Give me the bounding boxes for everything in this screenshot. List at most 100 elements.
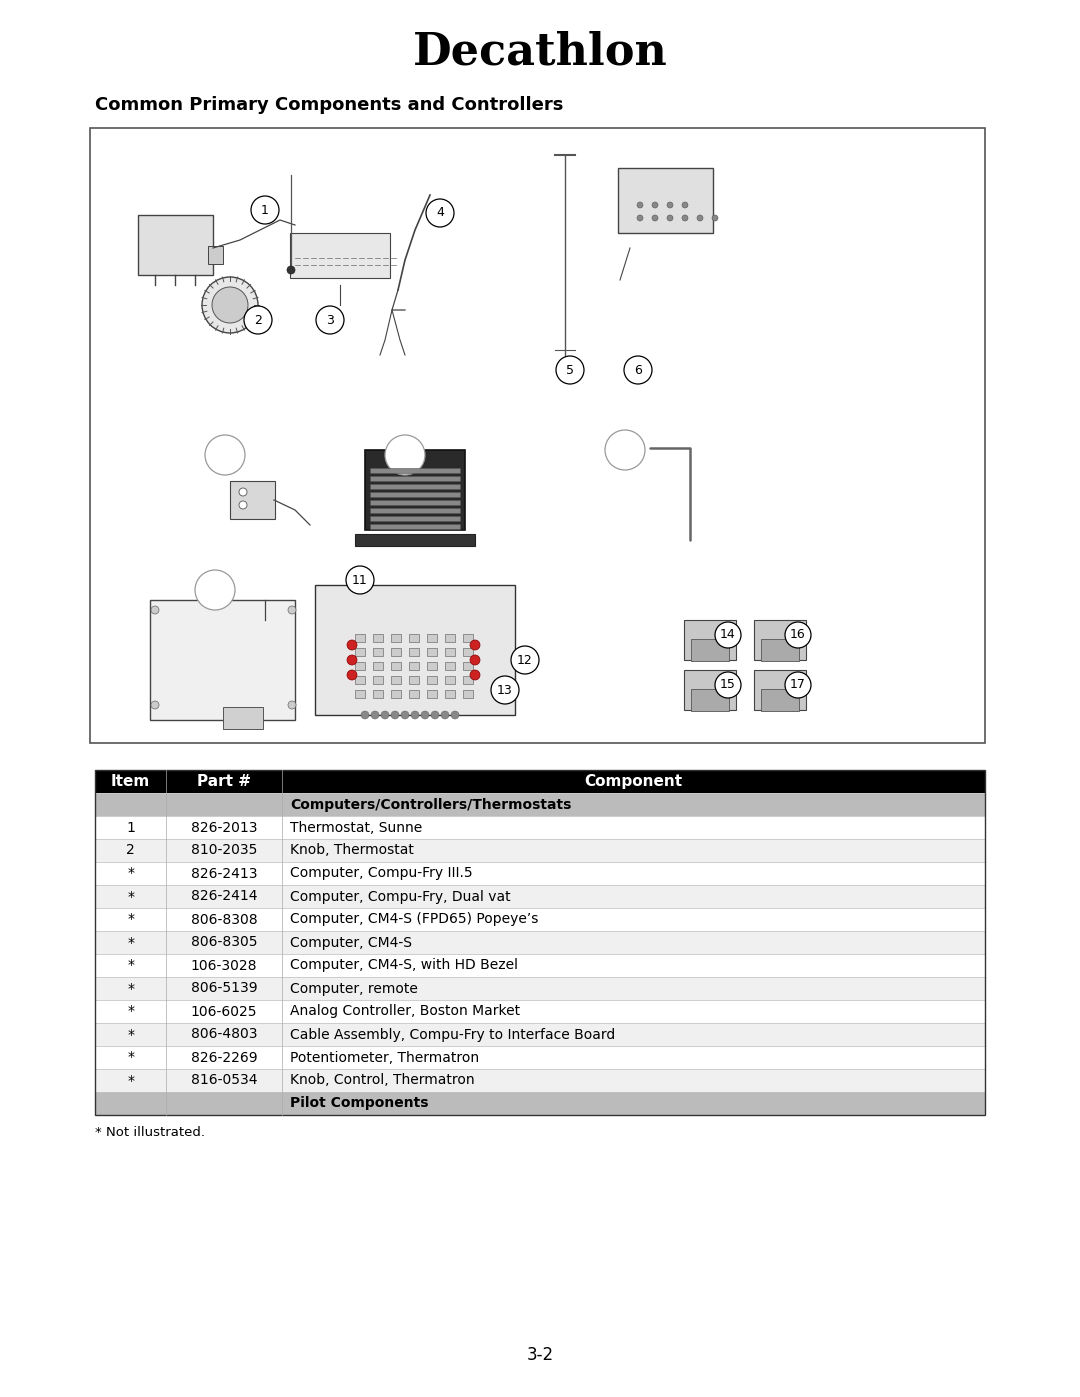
Circle shape	[361, 711, 369, 719]
Bar	[355, 648, 365, 657]
Text: 13: 13	[497, 683, 513, 697]
Text: Computer, remote: Computer, remote	[289, 982, 418, 996]
Circle shape	[637, 203, 643, 208]
Circle shape	[715, 672, 741, 698]
Bar	[95, 770, 985, 793]
Text: 810-2035: 810-2035	[191, 844, 257, 858]
Circle shape	[667, 215, 673, 221]
Text: 106-3028: 106-3028	[191, 958, 257, 972]
Text: Computer, CM4-S: Computer, CM4-S	[289, 936, 411, 950]
Circle shape	[637, 215, 643, 221]
Text: 16: 16	[791, 629, 806, 641]
Text: 826-2013: 826-2013	[191, 820, 257, 834]
Text: Computer, CM4-S (FPD65) Popeye’s: Computer, CM4-S (FPD65) Popeye’s	[289, 912, 538, 926]
Bar	[427, 648, 437, 657]
Text: 14: 14	[720, 629, 735, 641]
Text: Computer, Compu-Fry, Dual vat: Computer, Compu-Fry, Dual vat	[289, 890, 511, 904]
Bar	[370, 515, 460, 521]
Bar	[391, 662, 401, 671]
Bar	[427, 634, 437, 643]
Circle shape	[401, 711, 409, 719]
Circle shape	[347, 671, 357, 680]
Bar	[754, 620, 806, 659]
Circle shape	[470, 640, 480, 650]
Circle shape	[288, 606, 296, 615]
Bar	[391, 648, 401, 657]
Text: 826-2414: 826-2414	[191, 890, 257, 904]
Text: 806-8305: 806-8305	[191, 936, 257, 950]
Text: 4: 4	[436, 207, 444, 219]
Text: 826-2413: 826-2413	[191, 866, 257, 880]
Text: 3-2: 3-2	[526, 1345, 554, 1363]
Circle shape	[470, 671, 480, 680]
Circle shape	[715, 622, 741, 648]
Bar	[355, 534, 475, 546]
Bar	[95, 977, 985, 1000]
Circle shape	[681, 215, 688, 221]
Circle shape	[347, 640, 357, 650]
Bar	[427, 676, 437, 685]
Circle shape	[785, 672, 811, 698]
Bar	[95, 816, 985, 840]
Bar	[95, 793, 985, 816]
Circle shape	[605, 430, 645, 469]
Text: 12: 12	[517, 654, 532, 666]
Circle shape	[316, 306, 345, 334]
Bar	[95, 886, 985, 908]
Bar	[95, 930, 985, 954]
Text: *: *	[127, 866, 134, 880]
Text: 1: 1	[126, 820, 135, 834]
Text: 11: 11	[352, 574, 368, 587]
Text: 6: 6	[634, 363, 642, 377]
Circle shape	[205, 434, 245, 475]
Circle shape	[421, 711, 429, 719]
Bar	[463, 662, 473, 671]
Bar	[409, 690, 419, 698]
Bar	[207, 246, 222, 264]
Bar	[355, 676, 365, 685]
Bar	[391, 634, 401, 643]
Text: *: *	[127, 1073, 134, 1087]
Text: Pilot Components: Pilot Components	[289, 1097, 429, 1111]
Text: Computers/Controllers/Thermostats: Computers/Controllers/Thermostats	[289, 798, 571, 812]
Circle shape	[411, 711, 419, 719]
Circle shape	[202, 277, 258, 332]
Circle shape	[384, 434, 426, 475]
Circle shape	[151, 701, 159, 710]
Bar	[365, 450, 465, 529]
Text: Computer, CM4-S, with HD Bezel: Computer, CM4-S, with HD Bezel	[289, 958, 518, 972]
Text: *: *	[127, 1051, 134, 1065]
Text: Potentiometer, Thermatron: Potentiometer, Thermatron	[289, 1051, 480, 1065]
Circle shape	[441, 711, 449, 719]
Circle shape	[288, 701, 296, 710]
Text: *: *	[127, 890, 134, 904]
Bar	[445, 648, 455, 657]
Text: 5: 5	[566, 363, 573, 377]
Bar	[355, 634, 365, 643]
Text: Component: Component	[584, 774, 683, 789]
Bar	[409, 648, 419, 657]
Bar	[373, 662, 383, 671]
Bar	[95, 954, 985, 977]
Bar	[373, 676, 383, 685]
Bar	[373, 634, 383, 643]
Text: Part #: Part #	[197, 774, 251, 789]
Text: 3: 3	[326, 313, 334, 327]
Text: *: *	[127, 982, 134, 996]
Bar	[445, 676, 455, 685]
Bar	[291, 232, 390, 278]
Text: 826-2269: 826-2269	[191, 1051, 257, 1065]
Text: Item: Item	[111, 774, 150, 789]
Circle shape	[346, 566, 374, 594]
Circle shape	[652, 215, 658, 221]
Bar	[445, 690, 455, 698]
Bar	[754, 671, 806, 710]
Circle shape	[287, 265, 295, 274]
Text: 17: 17	[791, 679, 806, 692]
Text: Knob, Thermostat: Knob, Thermostat	[289, 844, 414, 858]
Bar	[463, 690, 473, 698]
Bar	[95, 1000, 985, 1023]
Bar	[315, 585, 515, 715]
Circle shape	[195, 570, 235, 610]
Circle shape	[491, 676, 519, 704]
